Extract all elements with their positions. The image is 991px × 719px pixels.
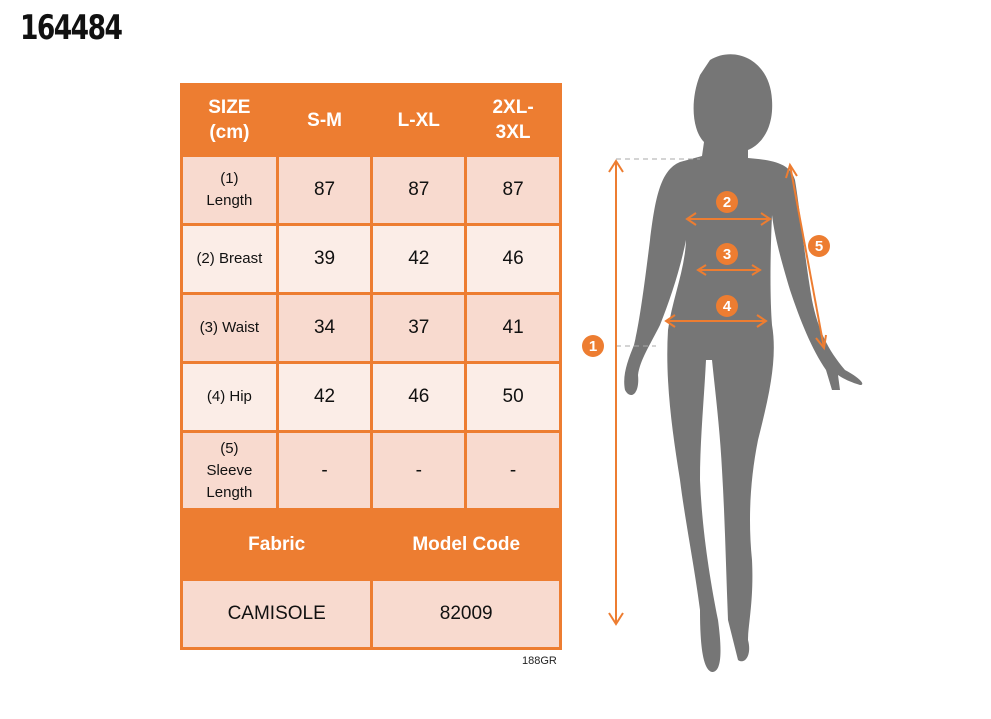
marker-5-icon <box>808 235 830 257</box>
row-label: (1) Length <box>180 154 279 226</box>
row-label: (5) Sleeve Length <box>180 430 279 511</box>
cell: 87 <box>464 154 562 226</box>
fabric-row: CAMISOLE 82009 <box>179 578 562 650</box>
marker-4-icon <box>716 295 738 317</box>
model-code-value: 82009 <box>370 578 562 650</box>
row-label: (2) Breast <box>180 223 279 295</box>
header-size: SIZE (cm) <box>180 83 279 157</box>
header-s-m: S-M <box>275 83 374 157</box>
table-row: (1) Length 87 87 87 <box>180 154 562 226</box>
table-row: (3) Waist 34 37 41 <box>180 292 562 364</box>
marker-1-icon <box>582 335 604 357</box>
header-row: SIZE (cm) S-M L-XL 2XL- 3XL <box>180 83 562 157</box>
row-label: (3) Waist <box>180 292 279 364</box>
silhouette <box>624 54 863 673</box>
marker-5-label: 5 <box>815 238 823 255</box>
table-row: (5) Sleeve Length - - - <box>180 430 562 511</box>
weight-footnote: 188GR <box>522 655 557 667</box>
cell: 39 <box>275 223 374 295</box>
cell: 50 <box>464 361 562 433</box>
cell: 37 <box>370 292 468 364</box>
body-measurement-figure: 1 2 3 4 5 <box>582 54 863 673</box>
header-l-xl: L-XL <box>370 83 468 157</box>
marker-3-icon <box>716 243 738 265</box>
fabric-label: Fabric <box>179 508 374 581</box>
cell: 87 <box>275 154 374 226</box>
cell: 42 <box>370 223 468 295</box>
marker-4-label: 4 <box>723 298 732 315</box>
row-label: (4) Hip <box>180 361 279 433</box>
guide-lines <box>616 158 700 347</box>
cell: 34 <box>275 292 374 364</box>
cell: 42 <box>275 361 374 433</box>
fabric-value: CAMISOLE <box>179 578 374 650</box>
table-row: (2) Breast 39 42 46 <box>180 223 562 295</box>
marker-3-label: 3 <box>723 246 731 263</box>
cell: 46 <box>370 361 468 433</box>
marker-2-icon <box>716 191 738 213</box>
cell: - <box>464 430 562 511</box>
cell: 41 <box>464 292 562 364</box>
model-code-label: Model Code <box>370 508 562 581</box>
product-code: 164484 <box>20 8 123 48</box>
cell: - <box>370 430 468 511</box>
header-2xl-3xl: 2XL- 3XL <box>464 83 562 157</box>
marker-2-label: 2 <box>723 194 731 211</box>
marker-1-label: 1 <box>589 338 597 355</box>
table-row: (4) Hip 42 46 50 <box>180 361 562 433</box>
size-table: SIZE (cm) S-M L-XL 2XL- 3XL (1) Length 8… <box>179 83 562 650</box>
cell: - <box>275 430 374 511</box>
cell: 46 <box>464 223 562 295</box>
cell: 87 <box>370 154 468 226</box>
fabric-header-row: Fabric Model Code <box>179 508 562 581</box>
measurement-arrows <box>608 159 827 626</box>
